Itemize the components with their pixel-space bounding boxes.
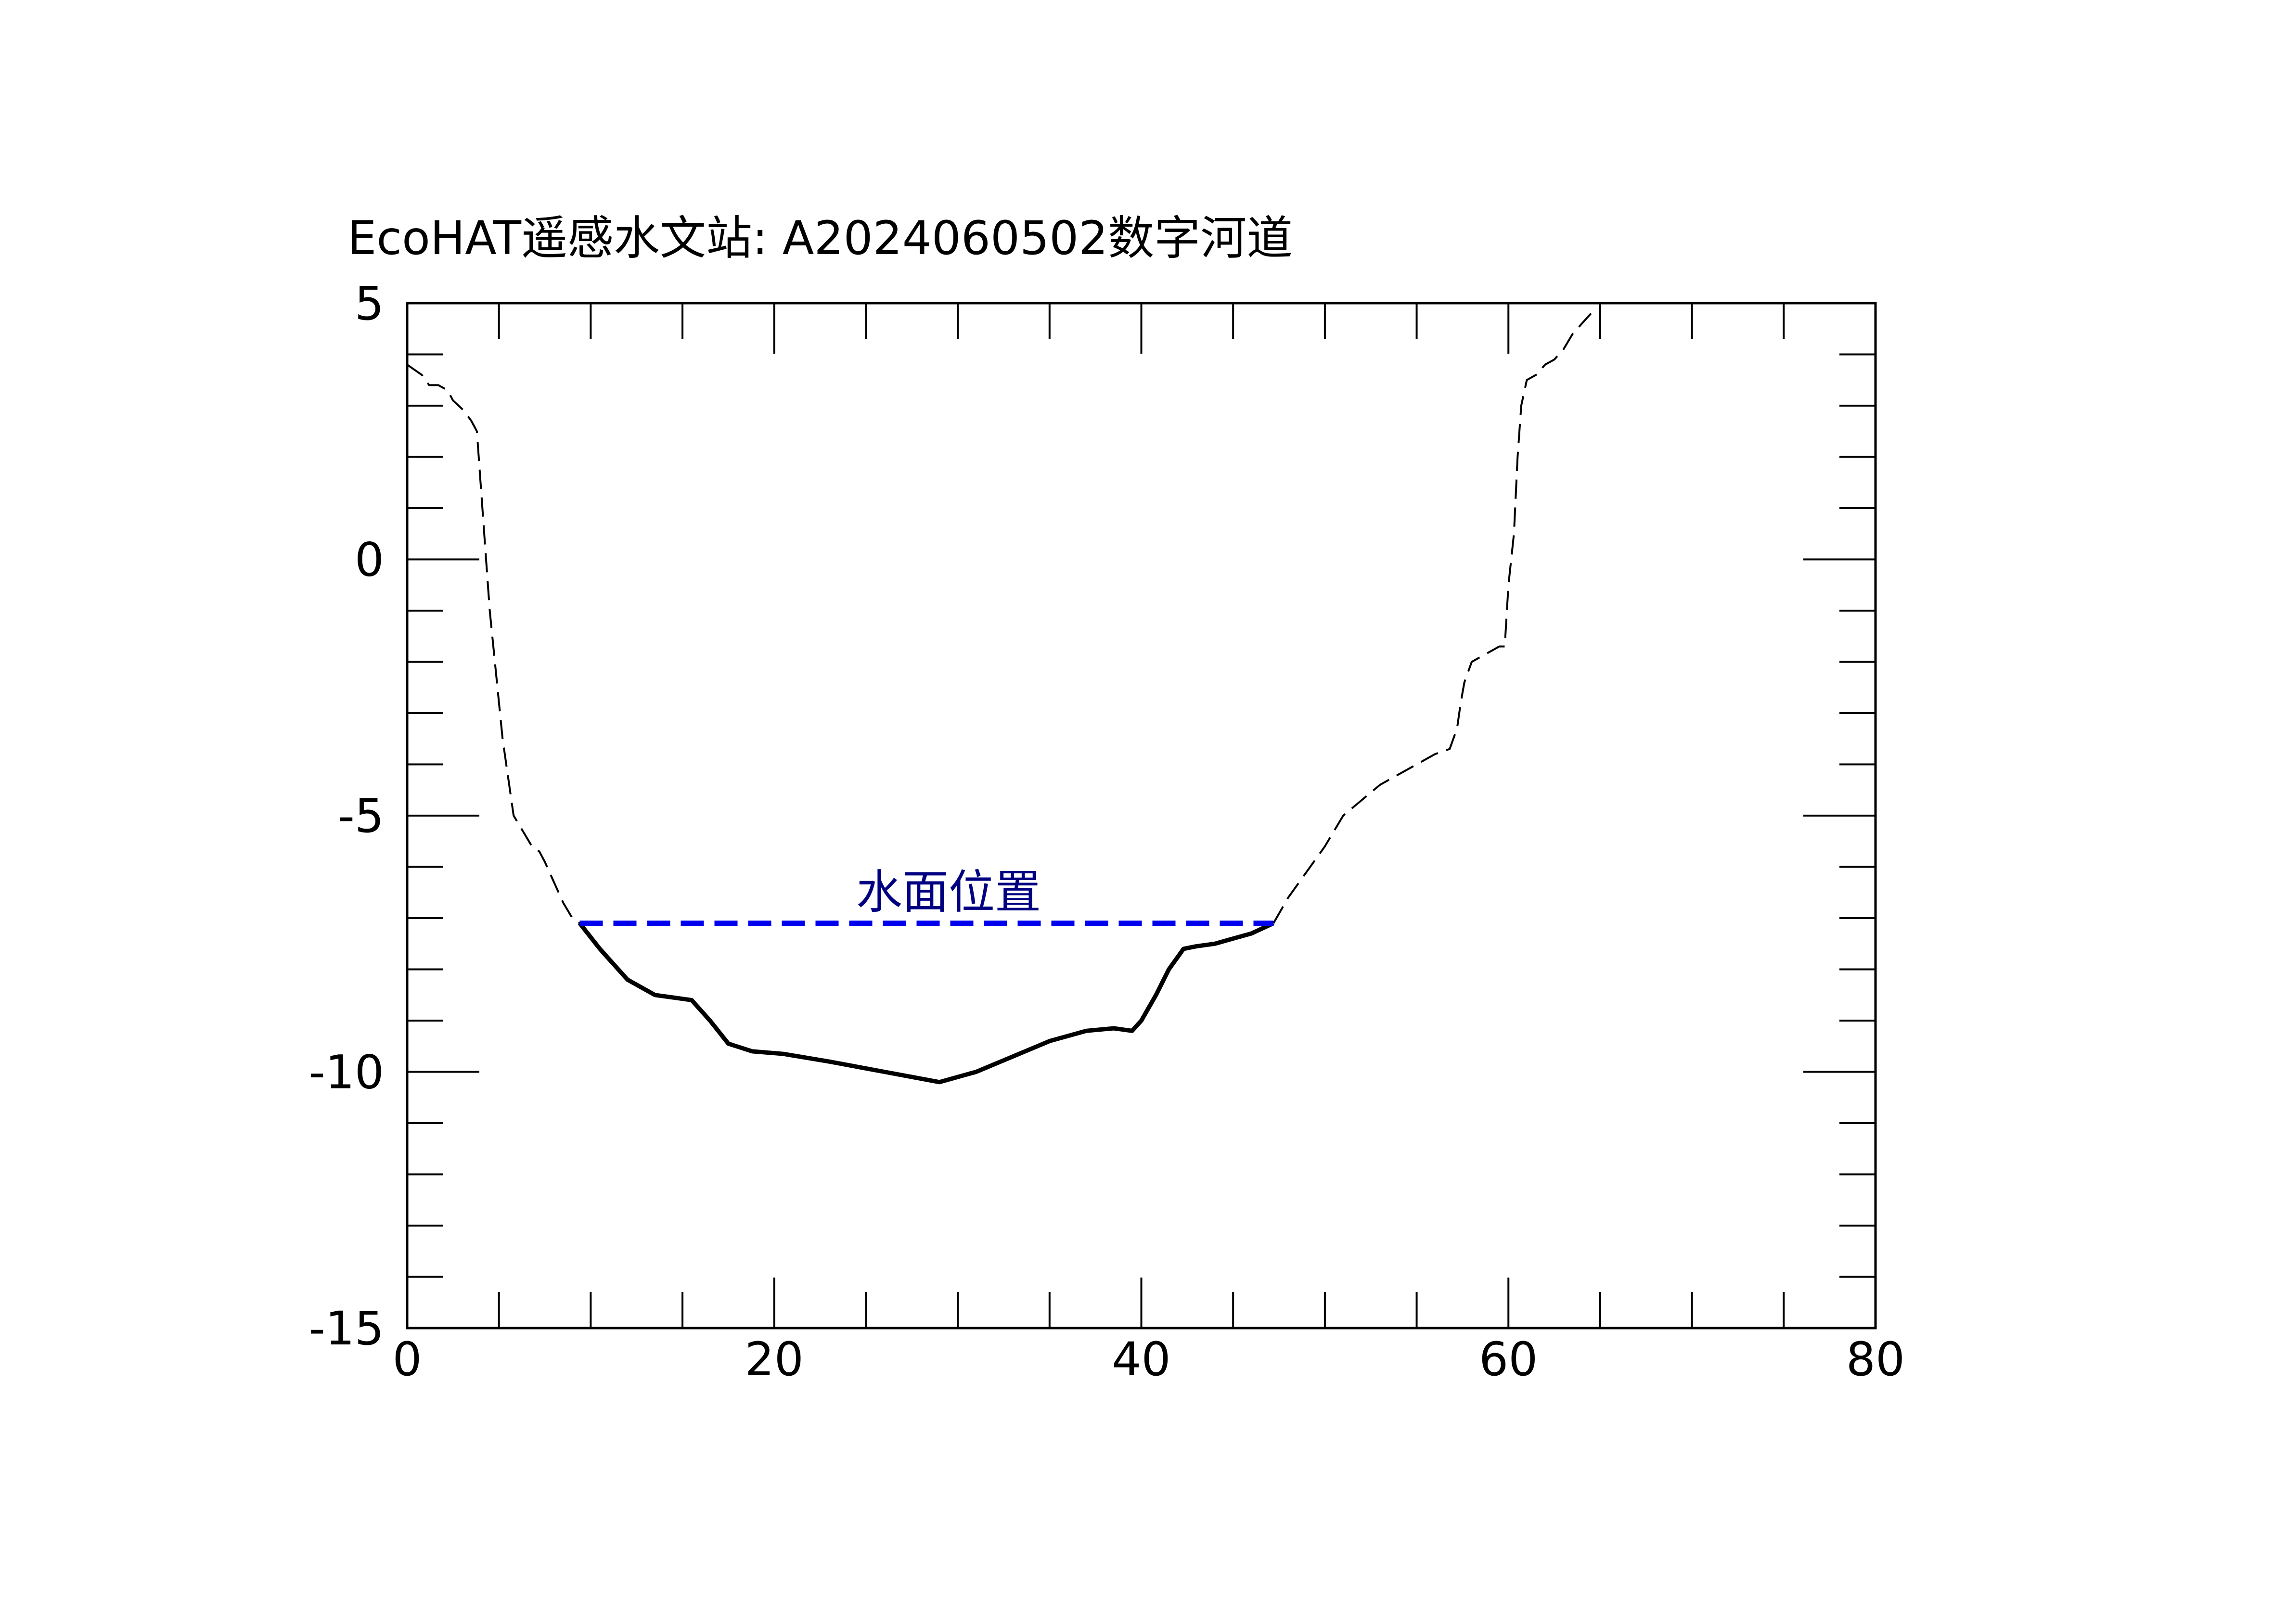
y-tick-label: 0 — [355, 533, 384, 587]
chart-title: EcoHAT遥感水文站: A2024060502数字河道 — [347, 211, 1293, 265]
y-tick-label: 5 — [355, 277, 384, 331]
axis-ticks — [406, 302, 1876, 1329]
water-surface-label: 水面位置 — [856, 865, 1041, 919]
y-tick-label: -5 — [338, 789, 384, 843]
x-tick-label: 60 — [1479, 1332, 1538, 1386]
tick-labels: 0 20 40 60 80 5 0 -5 -10 -15 — [308, 277, 1905, 1386]
x-tick-label: 40 — [1112, 1332, 1170, 1386]
y-tick-label: -10 — [308, 1046, 384, 1100]
series-layer — [406, 312, 1592, 1085]
x-tick-label: 20 — [745, 1332, 804, 1386]
plot-frame — [406, 302, 1877, 1330]
y-tick-label: -15 — [308, 1302, 384, 1355]
annotation-layer: 水面位置 — [856, 865, 1041, 919]
x-tick-label: 0 — [392, 1332, 422, 1386]
riverbank-profile-line — [1272, 312, 1592, 924]
riverbed-submerged-line — [578, 921, 1274, 1085]
riverbank-profile-line — [406, 364, 580, 924]
x-tick-label: 80 — [1846, 1332, 1905, 1386]
